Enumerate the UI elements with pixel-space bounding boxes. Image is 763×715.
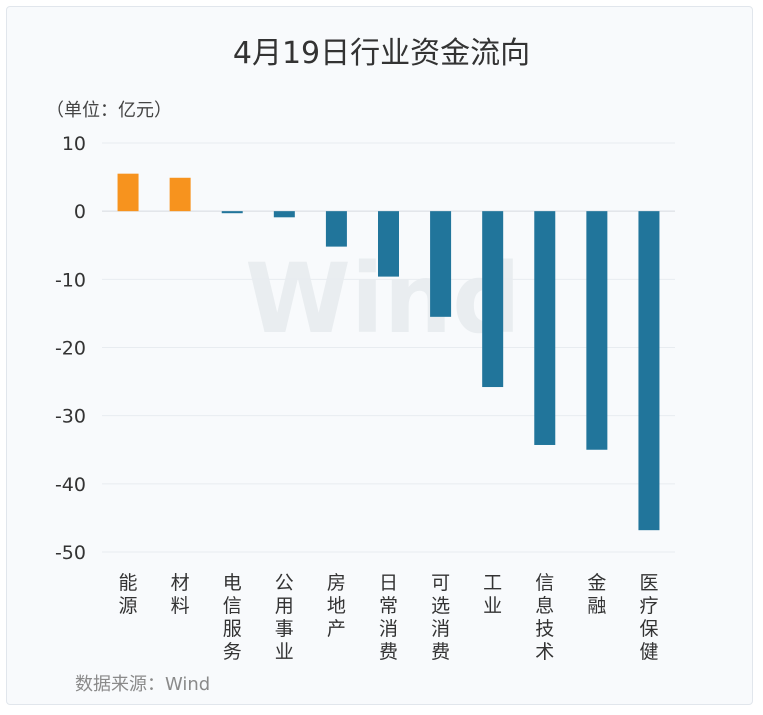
chart-title: 4月19日行业资金流向 <box>232 36 531 71</box>
bar-能源 <box>117 173 139 212</box>
x-tick-char: 能 <box>119 572 138 594</box>
x-tick-char: 日 <box>379 572 398 594</box>
unit-label: （单位：亿元） <box>46 100 172 121</box>
x-tick-char: 务 <box>223 641 242 663</box>
x-tick-label: 工业 <box>483 572 502 617</box>
y-tick-label: -40 <box>55 474 86 496</box>
x-tick-char: 地 <box>327 595 346 617</box>
y-tick-label: 0 <box>74 201 86 223</box>
bar-医疗保健 <box>638 211 660 531</box>
x-tick-char: 业 <box>275 641 294 663</box>
y-tick-label: -50 <box>55 542 86 564</box>
x-tick-char: 金 <box>587 572 606 594</box>
x-tick-label: 能源 <box>119 572 138 617</box>
x-tick-char: 料 <box>171 595 190 617</box>
chart-card <box>6 6 753 705</box>
x-tick-char: 医 <box>639 572 658 594</box>
x-tick-char: 术 <box>535 641 554 663</box>
x-tick-char: 用 <box>275 595 294 617</box>
source-label: 数据来源：Wind <box>75 674 211 695</box>
bar-可选消费 <box>430 211 452 317</box>
x-tick-char: 保 <box>639 618 658 640</box>
x-tick-char: 费 <box>379 641 398 663</box>
y-axis: 10 0 -10 -20 -30 -40 -50 <box>55 133 86 564</box>
x-tick-label: 房地产 <box>327 572 346 640</box>
x-tick-char: 业 <box>483 595 502 617</box>
x-tick-char: 源 <box>119 595 138 617</box>
x-tick-char: 服 <box>223 618 242 640</box>
x-tick-char: 消 <box>431 618 450 640</box>
x-tick-label: 金融 <box>587 572 606 617</box>
x-tick-char: 选 <box>431 595 450 617</box>
x-tick-char: 息 <box>535 595 554 617</box>
bar-材料 <box>169 177 191 212</box>
x-tick-char: 可 <box>431 572 450 594</box>
x-tick-char: 费 <box>431 641 450 663</box>
x-tick-char: 疗 <box>639 595 658 617</box>
x-tick-char: 技 <box>535 618 554 640</box>
y-tick-label: -20 <box>55 338 86 360</box>
x-tick-char: 消 <box>379 618 398 640</box>
bar-电信服务 <box>221 211 243 214</box>
bar-金融 <box>586 211 608 450</box>
x-tick-char: 产 <box>327 618 346 640</box>
x-tick-char: 融 <box>587 595 606 617</box>
x-tick-char: 电 <box>223 572 242 594</box>
x-tick-label: 材料 <box>171 572 190 617</box>
x-tick-char: 工 <box>483 572 502 594</box>
x-tick-char: 材 <box>171 572 190 594</box>
bar-房地产 <box>325 211 347 247</box>
y-tick-label: 10 <box>62 133 86 155</box>
x-tick-char: 公 <box>275 572 294 594</box>
bar-信息技术 <box>534 211 556 445</box>
x-tick-char: 常 <box>379 595 398 617</box>
x-tick-char: 房 <box>327 572 346 594</box>
bar-日常消费 <box>378 211 399 277</box>
x-tick-char: 信 <box>535 572 554 594</box>
bar-公用事业 <box>273 211 295 218</box>
x-tick-char: 信 <box>223 595 242 617</box>
y-tick-label: -30 <box>55 406 86 428</box>
x-tick-char: 健 <box>639 641 658 663</box>
bars <box>117 173 660 531</box>
x-tick-char: 事 <box>275 618 294 640</box>
bar-工业 <box>482 211 504 388</box>
y-tick-label: -10 <box>55 269 86 291</box>
